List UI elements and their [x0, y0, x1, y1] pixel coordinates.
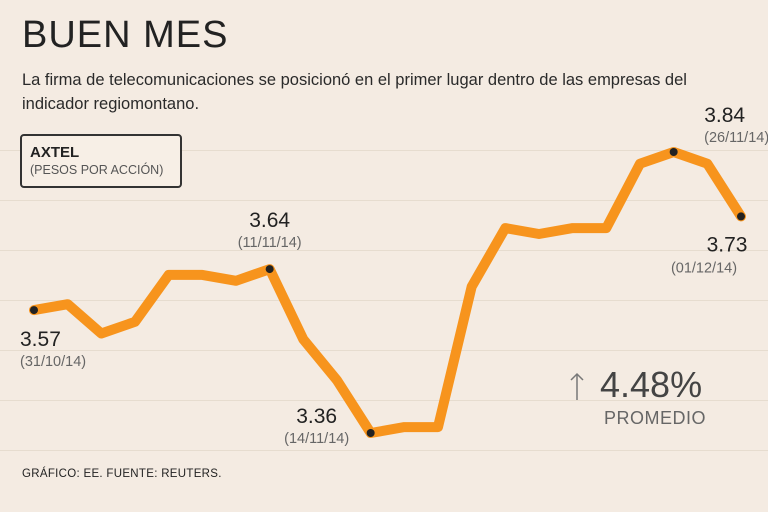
annotation-date: (01/12/14) — [671, 260, 737, 276]
average-change-label: PROMEDIO — [604, 408, 707, 428]
chart-subtitle: La firma de telecomunicaciones se posici… — [22, 71, 687, 113]
data-point-marker — [669, 148, 678, 156]
annotation-date: (26/11/14) — [704, 130, 768, 146]
legend-units: (PESOS POR ACCIÓN) — [30, 163, 164, 177]
grid-line — [0, 350, 768, 351]
data-annotations: 3.57 (31/10/14) 3.64 (11/11/14) 3.36 (14/11/1… — [20, 104, 768, 447]
grid-line — [0, 300, 768, 301]
source-credit: GRÁFICO: EE. FUENTE: REUTERS. — [22, 468, 222, 480]
data-point-marker — [265, 265, 274, 274]
data-point-marker — [737, 212, 745, 221]
grid-line — [0, 400, 768, 401]
data-point-marker — [366, 429, 375, 437]
legend-series-name: AXTEL — [30, 144, 80, 161]
annotation-value: 3.57 — [20, 328, 61, 351]
arrow-up-icon — [570, 372, 584, 400]
annotation-date: (11/11/14) — [238, 235, 302, 251]
grid-line — [0, 250, 768, 251]
annotation-value: 3.36 — [296, 405, 337, 428]
data-markers — [30, 148, 745, 437]
average-change-value: 4.48% — [600, 364, 703, 405]
grid-line — [0, 450, 768, 451]
annotation-date: (31/10/14) — [20, 354, 86, 370]
grid-line — [0, 200, 768, 201]
chart-title: BUEN MES — [22, 14, 229, 56]
series-line-axtel — [29, 147, 746, 438]
annotation-value: 3.73 — [707, 233, 748, 256]
grid-line — [0, 150, 768, 151]
annotation-value: 3.64 — [249, 209, 290, 232]
legend-box: AXTEL (PESOS POR ACCIÓN) — [20, 134, 182, 188]
annotation-value: 3.84 — [704, 104, 745, 127]
data-point-marker — [30, 306, 38, 315]
annotation-date: (14/11/14) — [284, 431, 349, 447]
